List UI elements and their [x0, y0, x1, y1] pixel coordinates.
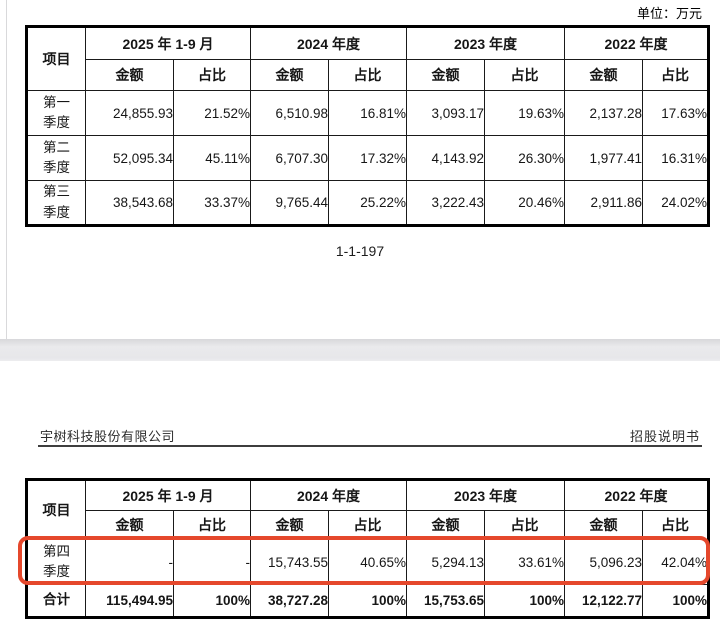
table-row-q2: 第二季度 52,095.34 45.11% 6,707.30 17.32% 4,…	[26, 135, 710, 181]
value-cell: 15,753.65	[406, 584, 486, 618]
header-amount-cell: 金额	[406, 59, 486, 91]
value-cell: 33.61%	[484, 539, 566, 585]
header-period-cell: 2025 年 1-9 月	[85, 26, 251, 60]
header-amount-cell: 金额	[250, 59, 329, 91]
value-cell: 17.32%	[327, 135, 408, 181]
header-ratio-cell: 占比	[642, 510, 710, 540]
value-cell: 17.63%	[642, 90, 710, 136]
value-cell: 3,093.17	[406, 90, 486, 136]
page-edge-shadow	[6, 0, 7, 339]
header-period-cell: 2024 年度	[249, 479, 408, 511]
doc-title: 招股说明书	[629, 429, 700, 444]
value-cell: 100%	[173, 584, 251, 618]
row-label: 第二季度	[43, 139, 70, 175]
value-cell: 100%	[642, 584, 710, 618]
header-period-cell: 2022 年度	[564, 479, 710, 511]
value-cell: 3,222.43	[406, 180, 486, 226]
header-ratio-cell: 占比	[173, 59, 251, 91]
value-cell: 16.81%	[327, 90, 408, 136]
red-highlight-annotation	[18, 536, 710, 585]
row-label: 第三季度	[43, 184, 70, 220]
header-period-cell: 2025 年 1-9 月	[85, 479, 251, 511]
value-cell: 33.37%	[173, 180, 251, 226]
header-item-cell: 项目	[26, 479, 86, 540]
header-ratio-cell: 占比	[642, 59, 710, 91]
header-period-cell: 2023 年度	[406, 26, 566, 60]
value-cell: 115,494.95	[85, 584, 174, 618]
header-ratio-cell: 占比	[484, 59, 566, 91]
row-label: 第四季度	[43, 543, 70, 579]
header-period-cell: 2022 年度	[564, 26, 710, 60]
quarterly-table-page1: 项目 2025 年 1-9 月 2024 年度 2023 年度 2022 年度 …	[25, 25, 711, 227]
value-cell: 52,095.34	[85, 135, 174, 181]
value-cell: 20.46%	[484, 180, 566, 226]
value-cell: 26.30%	[484, 135, 566, 181]
page-number: 1-1-197	[335, 243, 385, 259]
header-ratio-cell: 占比	[327, 510, 408, 540]
value-cell: 6,510.98	[250, 90, 329, 136]
unit-label: 单位：万元	[636, 6, 702, 21]
value-cell: 42.04%	[642, 539, 710, 585]
value-cell: 38,727.28	[250, 584, 329, 618]
company-name: 宇树科技股份有限公司	[40, 429, 176, 444]
header-period-cell: 2023 年度	[406, 479, 566, 511]
value-cell: 25.22%	[327, 180, 408, 226]
value-cell: 38,543.68	[85, 180, 174, 226]
table-row-total: 合计 115,494.95 100% 38,727.28 100% 15,753…	[26, 584, 710, 618]
value-cell: 4,143.92	[406, 135, 486, 181]
header-rule	[38, 445, 702, 447]
value-cell: -	[173, 539, 251, 585]
header-amount-cell: 金额	[250, 510, 329, 540]
value-cell: 12,122.77	[564, 584, 644, 618]
value-cell: 16.31%	[642, 135, 710, 181]
value-cell: 5,096.23	[564, 539, 644, 585]
row-label-cell: 第四季度	[26, 539, 86, 585]
value-cell: 100%	[327, 584, 408, 618]
value-cell: 24.02%	[642, 180, 710, 226]
value-cell: 6,707.30	[250, 135, 329, 181]
row-label-cell: 第三季度	[26, 180, 86, 226]
header-period-cell: 2024 年度	[249, 26, 408, 60]
value-cell: 21.52%	[173, 90, 251, 136]
table-row-q1: 第一季度 24,855.93 21.52% 6,510.98 16.81% 3,…	[26, 90, 710, 136]
table-row-q3: 第三季度 38,543.68 33.37% 9,765.44 25.22% 3,…	[26, 180, 710, 226]
header-amount-cell: 金额	[85, 59, 174, 91]
row-label: 第一季度	[43, 94, 70, 130]
value-cell: 2,137.28	[564, 90, 644, 136]
page-break-gap	[0, 339, 720, 361]
row-label-cell: 第二季度	[26, 135, 86, 181]
value-cell: 15,743.55	[250, 539, 329, 585]
row-label-cell: 第一季度	[26, 90, 86, 136]
value-cell: 100%	[484, 584, 566, 618]
header-item-cell: 项目	[26, 26, 86, 91]
row-label: 合计	[43, 592, 70, 608]
header-ratio-cell: 占比	[327, 59, 408, 91]
value-cell: 5,294.13	[406, 539, 486, 585]
header-ratio-cell: 占比	[484, 510, 566, 540]
value-cell: 24,855.93	[85, 90, 174, 136]
row-label-cell: 合计	[26, 584, 86, 618]
value-cell: 9,765.44	[250, 180, 329, 226]
value-cell: 19.63%	[484, 90, 566, 136]
value-cell: 45.11%	[173, 135, 251, 181]
value-cell: 2,911.86	[564, 180, 644, 226]
header-amount-cell: 金额	[564, 59, 644, 91]
value-cell: 1,977.41	[564, 135, 644, 181]
quarterly-table-page2: 项目 2025 年 1-9 月 2024 年度 2023 年度 2022 年度 …	[25, 478, 711, 619]
